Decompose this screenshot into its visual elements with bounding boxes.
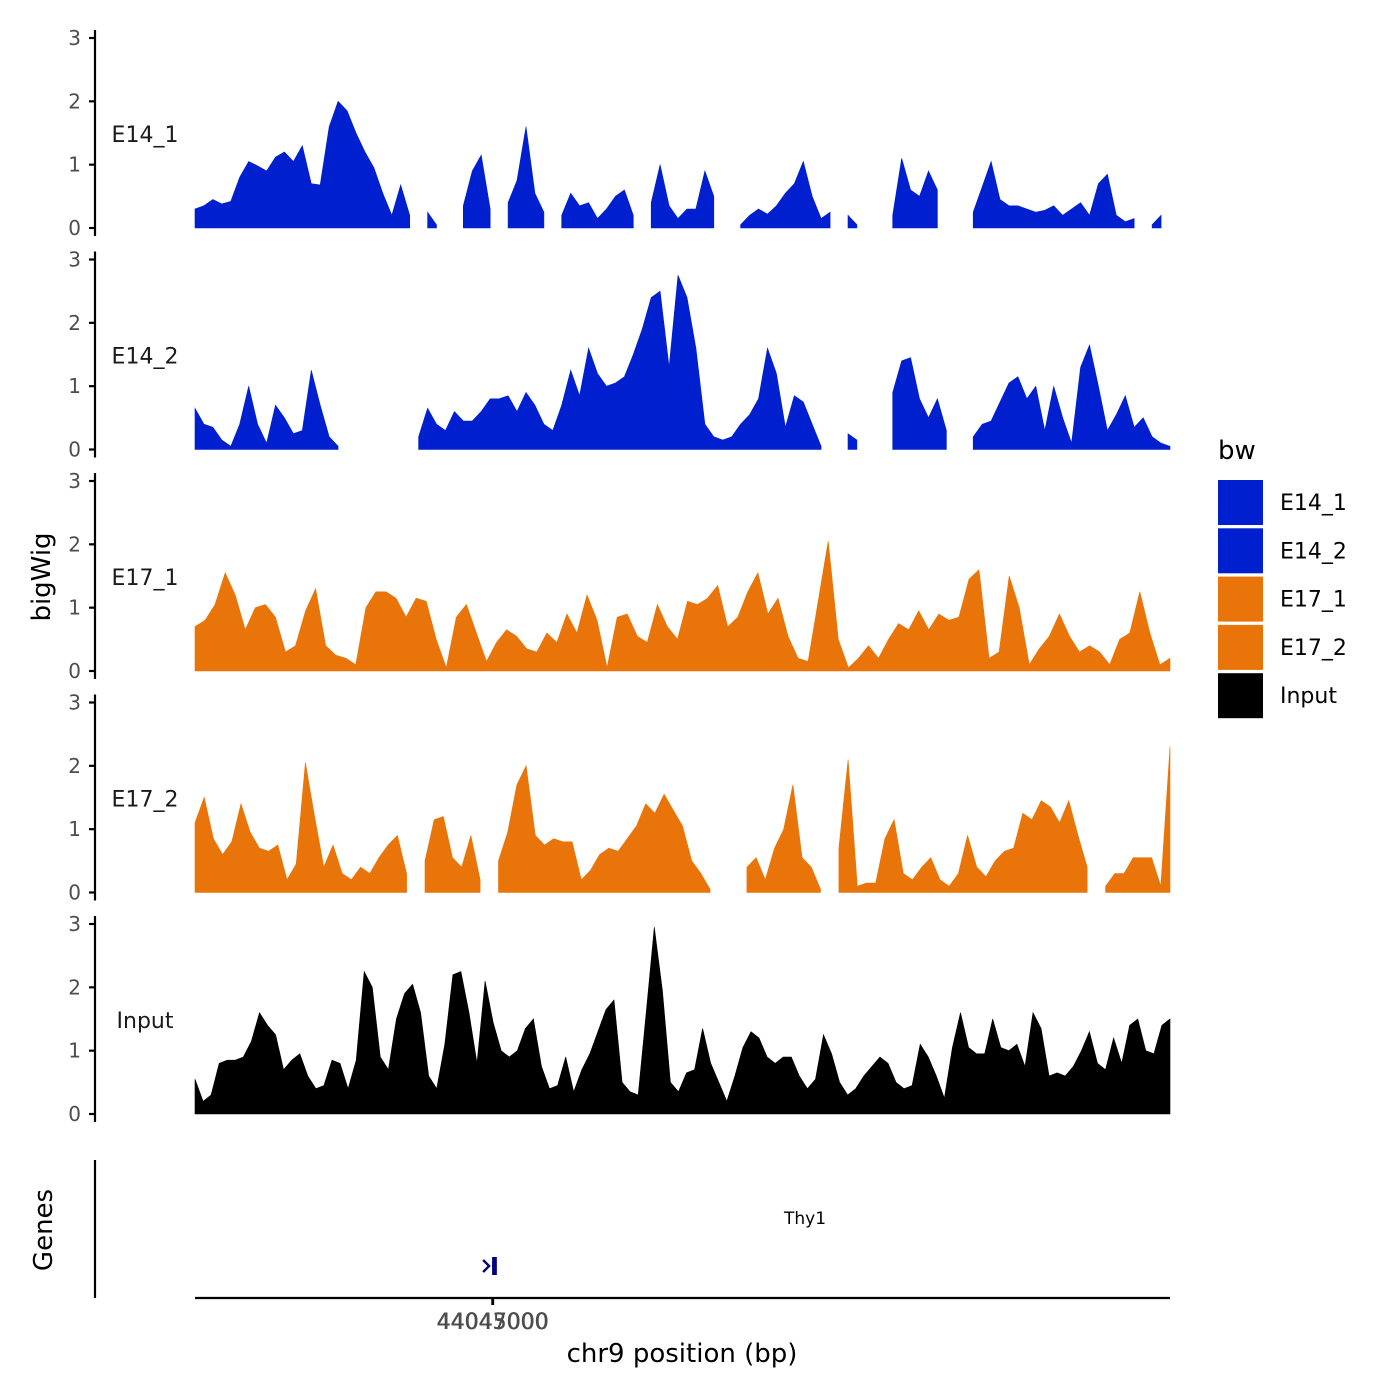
- area-segment-e14-2: [418, 275, 822, 450]
- genes-layer: Thy1: [93, 1160, 826, 1298]
- legend-label: E14_1: [1280, 491, 1347, 516]
- area-segment-e14-1: [561, 189, 634, 229]
- y-tick-label: 1: [68, 817, 81, 841]
- y-tick-label: 3: [68, 248, 81, 272]
- area-segment-e14-1: [847, 214, 858, 229]
- area-segment-e14-2: [972, 343, 1171, 450]
- area-segment-e17-2: [1105, 746, 1171, 893]
- track-label-e14-1: E14_1: [112, 123, 179, 148]
- y-tick-label: 0: [68, 1102, 81, 1126]
- area-segment-e14-1: [740, 160, 831, 229]
- area-segment-e14-1: [427, 211, 437, 229]
- legend-label: E14_2: [1280, 539, 1347, 564]
- legend-label: E17_1: [1280, 588, 1347, 613]
- area-segment-e17-2: [498, 764, 711, 893]
- area-segment-e14-1: [463, 154, 491, 229]
- track-input: 0 1 2 3 Input: [68, 912, 1171, 1126]
- y-tick-label: 3: [68, 26, 81, 50]
- track-e17-1: 0 1 2 3 E17_1: [68, 469, 1171, 683]
- tracks-layer: 0 1 2 3 E14_1 0 1 2 3 E14_2 0 1 2 3 E17_1 0 1 2 3 E17_2 0 1 2 3…: [68, 26, 1171, 1126]
- y-tick-label: 0: [68, 881, 81, 905]
- y-tick-label: 2: [68, 89, 81, 113]
- legend-label: E17_2: [1280, 636, 1347, 661]
- legend-label: Input: [1280, 684, 1337, 709]
- x-tick-label: 44047000: [437, 1310, 549, 1335]
- x-tick-label: 44045000: [437, 1310, 549, 1335]
- area-segment-e17-2: [194, 762, 407, 893]
- legend-swatch: [1218, 624, 1263, 670]
- area-segment-e14-2: [892, 357, 947, 450]
- genes-axis-title: Genes: [29, 1189, 59, 1271]
- y-axis-title: bigWig: [27, 532, 57, 621]
- track-e14-1: 0 1 2 3 E14_1: [68, 26, 1162, 240]
- track-e17-2: 0 1 2 3 E17_2: [68, 691, 1171, 905]
- area-segment-e17-2: [424, 816, 481, 893]
- track-label-e14-2: E14_2: [112, 345, 179, 370]
- y-tick-label: 3: [68, 469, 81, 493]
- y-tick-label: 1: [68, 374, 81, 398]
- legend-swatch: [1218, 673, 1263, 719]
- area-segment-e14-2: [847, 433, 858, 450]
- legend-swatch: [1218, 480, 1263, 525]
- y-tick-label: 2: [68, 754, 81, 778]
- track-label-e17-1: E17_1: [112, 566, 179, 591]
- area-segment-e17-2: [746, 784, 821, 893]
- y-tick-label: 1: [68, 596, 81, 620]
- y-tick-label: 0: [68, 659, 81, 683]
- area-segment-e14-1: [972, 160, 1135, 229]
- legend-swatch: [1218, 576, 1263, 622]
- area-segment-e14-1: [194, 100, 410, 229]
- track-e14-2: 0 1 2 3 E14_2: [68, 248, 1171, 462]
- y-tick-label: 1: [68, 1039, 81, 1063]
- legend: bw E14_1 E14_2 E17_1 E17_2 Input: [1218, 436, 1347, 719]
- strand-arrow: [482, 1259, 491, 1273]
- y-tick-label: 3: [68, 912, 81, 936]
- area-segment-e14-1: [507, 126, 545, 229]
- legend-swatch: [1218, 528, 1263, 574]
- gene-exon: [492, 1257, 497, 1275]
- y-tick-label: 3: [68, 691, 81, 715]
- track-label-input: Input: [117, 1009, 174, 1034]
- y-tick-label: 2: [68, 975, 81, 999]
- area-segment-e14-1: [650, 164, 715, 229]
- area-segment-e17-1: [194, 541, 1171, 672]
- gene-label: Thy1: [783, 1209, 826, 1229]
- track-label-e17-2: E17_2: [112, 788, 179, 813]
- area-segment-e14-1: [1151, 214, 1162, 229]
- gene-thy1: Thy1: [482, 1209, 826, 1275]
- area-segment-e17-2: [838, 759, 1088, 893]
- x-axis-title: chr9 position (bp): [567, 1339, 798, 1369]
- x-tick-label: 44043000: [436, 1310, 548, 1335]
- area-segment-input: [194, 927, 1171, 1115]
- y-tick-label: 2: [68, 311, 81, 335]
- area-segment-e14-1: [892, 158, 938, 229]
- y-tick-label: 0: [68, 216, 81, 240]
- y-tick-label: 2: [68, 532, 81, 556]
- legend-title: bw: [1218, 436, 1256, 466]
- y-tick-label: 0: [68, 438, 81, 462]
- area-segment-e14-2: [194, 370, 339, 450]
- y-tick-label: 1: [68, 153, 81, 177]
